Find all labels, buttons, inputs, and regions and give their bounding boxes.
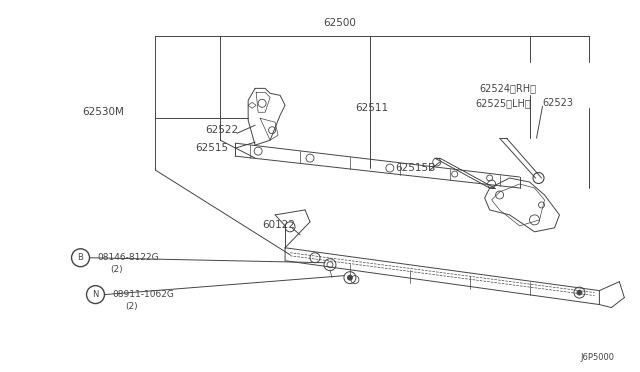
Text: 60122: 60122 <box>262 220 295 230</box>
Text: N: N <box>92 290 99 299</box>
Text: 62511: 62511 <box>355 103 388 113</box>
Circle shape <box>577 290 582 295</box>
Text: 08911-1062G: 08911-1062G <box>113 290 174 299</box>
Text: 62500: 62500 <box>323 17 356 28</box>
Text: 62515B: 62515B <box>395 163 435 173</box>
Text: 62515: 62515 <box>195 143 228 153</box>
Text: 62522: 62522 <box>205 125 238 135</box>
Text: 62525〈LH〉: 62525〈LH〉 <box>476 98 531 108</box>
Text: 62524〈RH〉: 62524〈RH〉 <box>479 83 537 93</box>
Text: (2): (2) <box>125 302 138 311</box>
Text: J6P5000: J6P5000 <box>580 353 614 362</box>
Text: 62523: 62523 <box>543 98 573 108</box>
Text: 62530M: 62530M <box>83 107 124 117</box>
Circle shape <box>348 275 353 280</box>
Text: B: B <box>77 253 83 262</box>
Text: (2): (2) <box>111 265 123 274</box>
Text: 08146-8122G: 08146-8122G <box>97 253 159 262</box>
